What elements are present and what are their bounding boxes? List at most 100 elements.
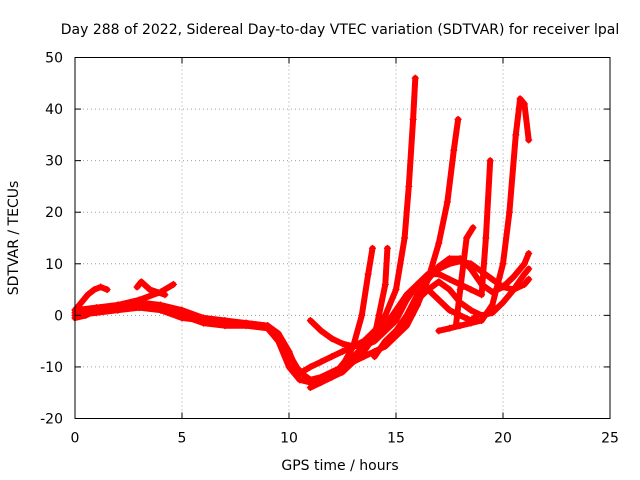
- data-point: [446, 286, 453, 294]
- data-point: [405, 182, 413, 190]
- data-point: [452, 322, 460, 330]
- series-track-10: [371, 249, 533, 361]
- data-point: [499, 260, 507, 268]
- y-axis-label: SDTVAR / TECUs: [6, 181, 22, 296]
- data-point: [488, 275, 496, 283]
- chart-title: Day 288 of 2022, Sidereal Day-to-day VTE…: [61, 22, 619, 38]
- x-tick-label: 10: [280, 431, 298, 447]
- data-point: [317, 327, 325, 335]
- data-point: [90, 286, 98, 294]
- data-point: [446, 255, 453, 263]
- data-point: [516, 95, 524, 103]
- data-point: [349, 358, 357, 366]
- series-line: [371, 250, 532, 360]
- y-tick-label: 10: [45, 257, 63, 273]
- data-point: [306, 384, 314, 392]
- data-point: [364, 270, 372, 278]
- data-point: [512, 131, 520, 139]
- data-point: [306, 376, 314, 384]
- data-point: [525, 136, 533, 144]
- data-point: [411, 74, 419, 82]
- data-point: [169, 280, 177, 288]
- data-point: [450, 146, 458, 154]
- data-point: [435, 296, 443, 304]
- data-point: [103, 286, 111, 294]
- data-point: [424, 286, 432, 294]
- data-point: [525, 249, 533, 257]
- data-point: [446, 275, 453, 283]
- data-point: [77, 298, 85, 306]
- y-tick-label: 40: [45, 102, 63, 118]
- y-tick-label: -20: [40, 412, 63, 428]
- data-point: [510, 273, 518, 281]
- data-point: [443, 198, 451, 206]
- x-tick-label: 20: [494, 431, 512, 447]
- data-point: [525, 275, 533, 283]
- data-point: [424, 275, 432, 283]
- data-point: [296, 376, 304, 384]
- axis-ticks: [74, 57, 611, 419]
- data-point: [383, 244, 391, 252]
- data-point: [339, 347, 346, 355]
- data-point: [135, 304, 143, 312]
- data-point: [328, 373, 336, 381]
- data-point: [368, 244, 376, 252]
- data-point: [520, 270, 528, 278]
- x-tick-labels: 0 5 10 15 20 25: [71, 431, 619, 447]
- data-point: [157, 306, 165, 314]
- data-point: [435, 327, 443, 335]
- series-line: [333, 245, 376, 376]
- y-tick-labels: -20 -10 0 10 20 30 40 50: [40, 51, 63, 428]
- data-point: [381, 337, 389, 345]
- data-point: [114, 306, 122, 314]
- data-point: [446, 306, 453, 314]
- data-point: [221, 319, 229, 327]
- data-point: [242, 319, 250, 327]
- data-point: [199, 317, 207, 325]
- data-point: [349, 342, 357, 350]
- x-tick-label: 0: [71, 431, 80, 447]
- data-point: [478, 291, 486, 299]
- data-point: [137, 278, 145, 286]
- series-track-3: [133, 278, 169, 299]
- data-point: [435, 278, 443, 286]
- series-track-12: [435, 95, 533, 335]
- data-point: [306, 317, 314, 325]
- data-point: [328, 335, 336, 343]
- data-point: [403, 322, 411, 330]
- data-traces: [71, 74, 533, 392]
- data-point: [306, 363, 314, 371]
- data-point: [499, 283, 507, 291]
- x-axis-label: GPS time / hours: [281, 458, 398, 474]
- data-point: [467, 317, 475, 325]
- data-point: [97, 283, 105, 291]
- data-point: [435, 262, 443, 270]
- data-point: [339, 368, 346, 376]
- data-point: [525, 265, 533, 273]
- y-tick-label: 20: [45, 205, 63, 221]
- data-point: [339, 340, 346, 348]
- data-point: [520, 100, 528, 108]
- x-tick-label: 25: [601, 431, 619, 447]
- data-point: [381, 327, 389, 335]
- data-point: [469, 224, 477, 232]
- data-point: [84, 291, 92, 299]
- data-point: [520, 280, 528, 288]
- data-point: [133, 283, 141, 291]
- data-point: [435, 239, 443, 247]
- data-point: [381, 311, 389, 319]
- series-line: [134, 278, 168, 298]
- data-point: [478, 280, 486, 288]
- x-tick-label: 5: [178, 431, 187, 447]
- data-point: [463, 234, 471, 242]
- data-point: [505, 208, 513, 216]
- data-point: [409, 115, 417, 123]
- data-point: [92, 309, 100, 317]
- data-point: [285, 350, 293, 358]
- data-point: [488, 301, 496, 309]
- data-point: [486, 157, 494, 165]
- series-line: [452, 224, 476, 329]
- data-point: [146, 286, 154, 294]
- data-point: [403, 296, 411, 304]
